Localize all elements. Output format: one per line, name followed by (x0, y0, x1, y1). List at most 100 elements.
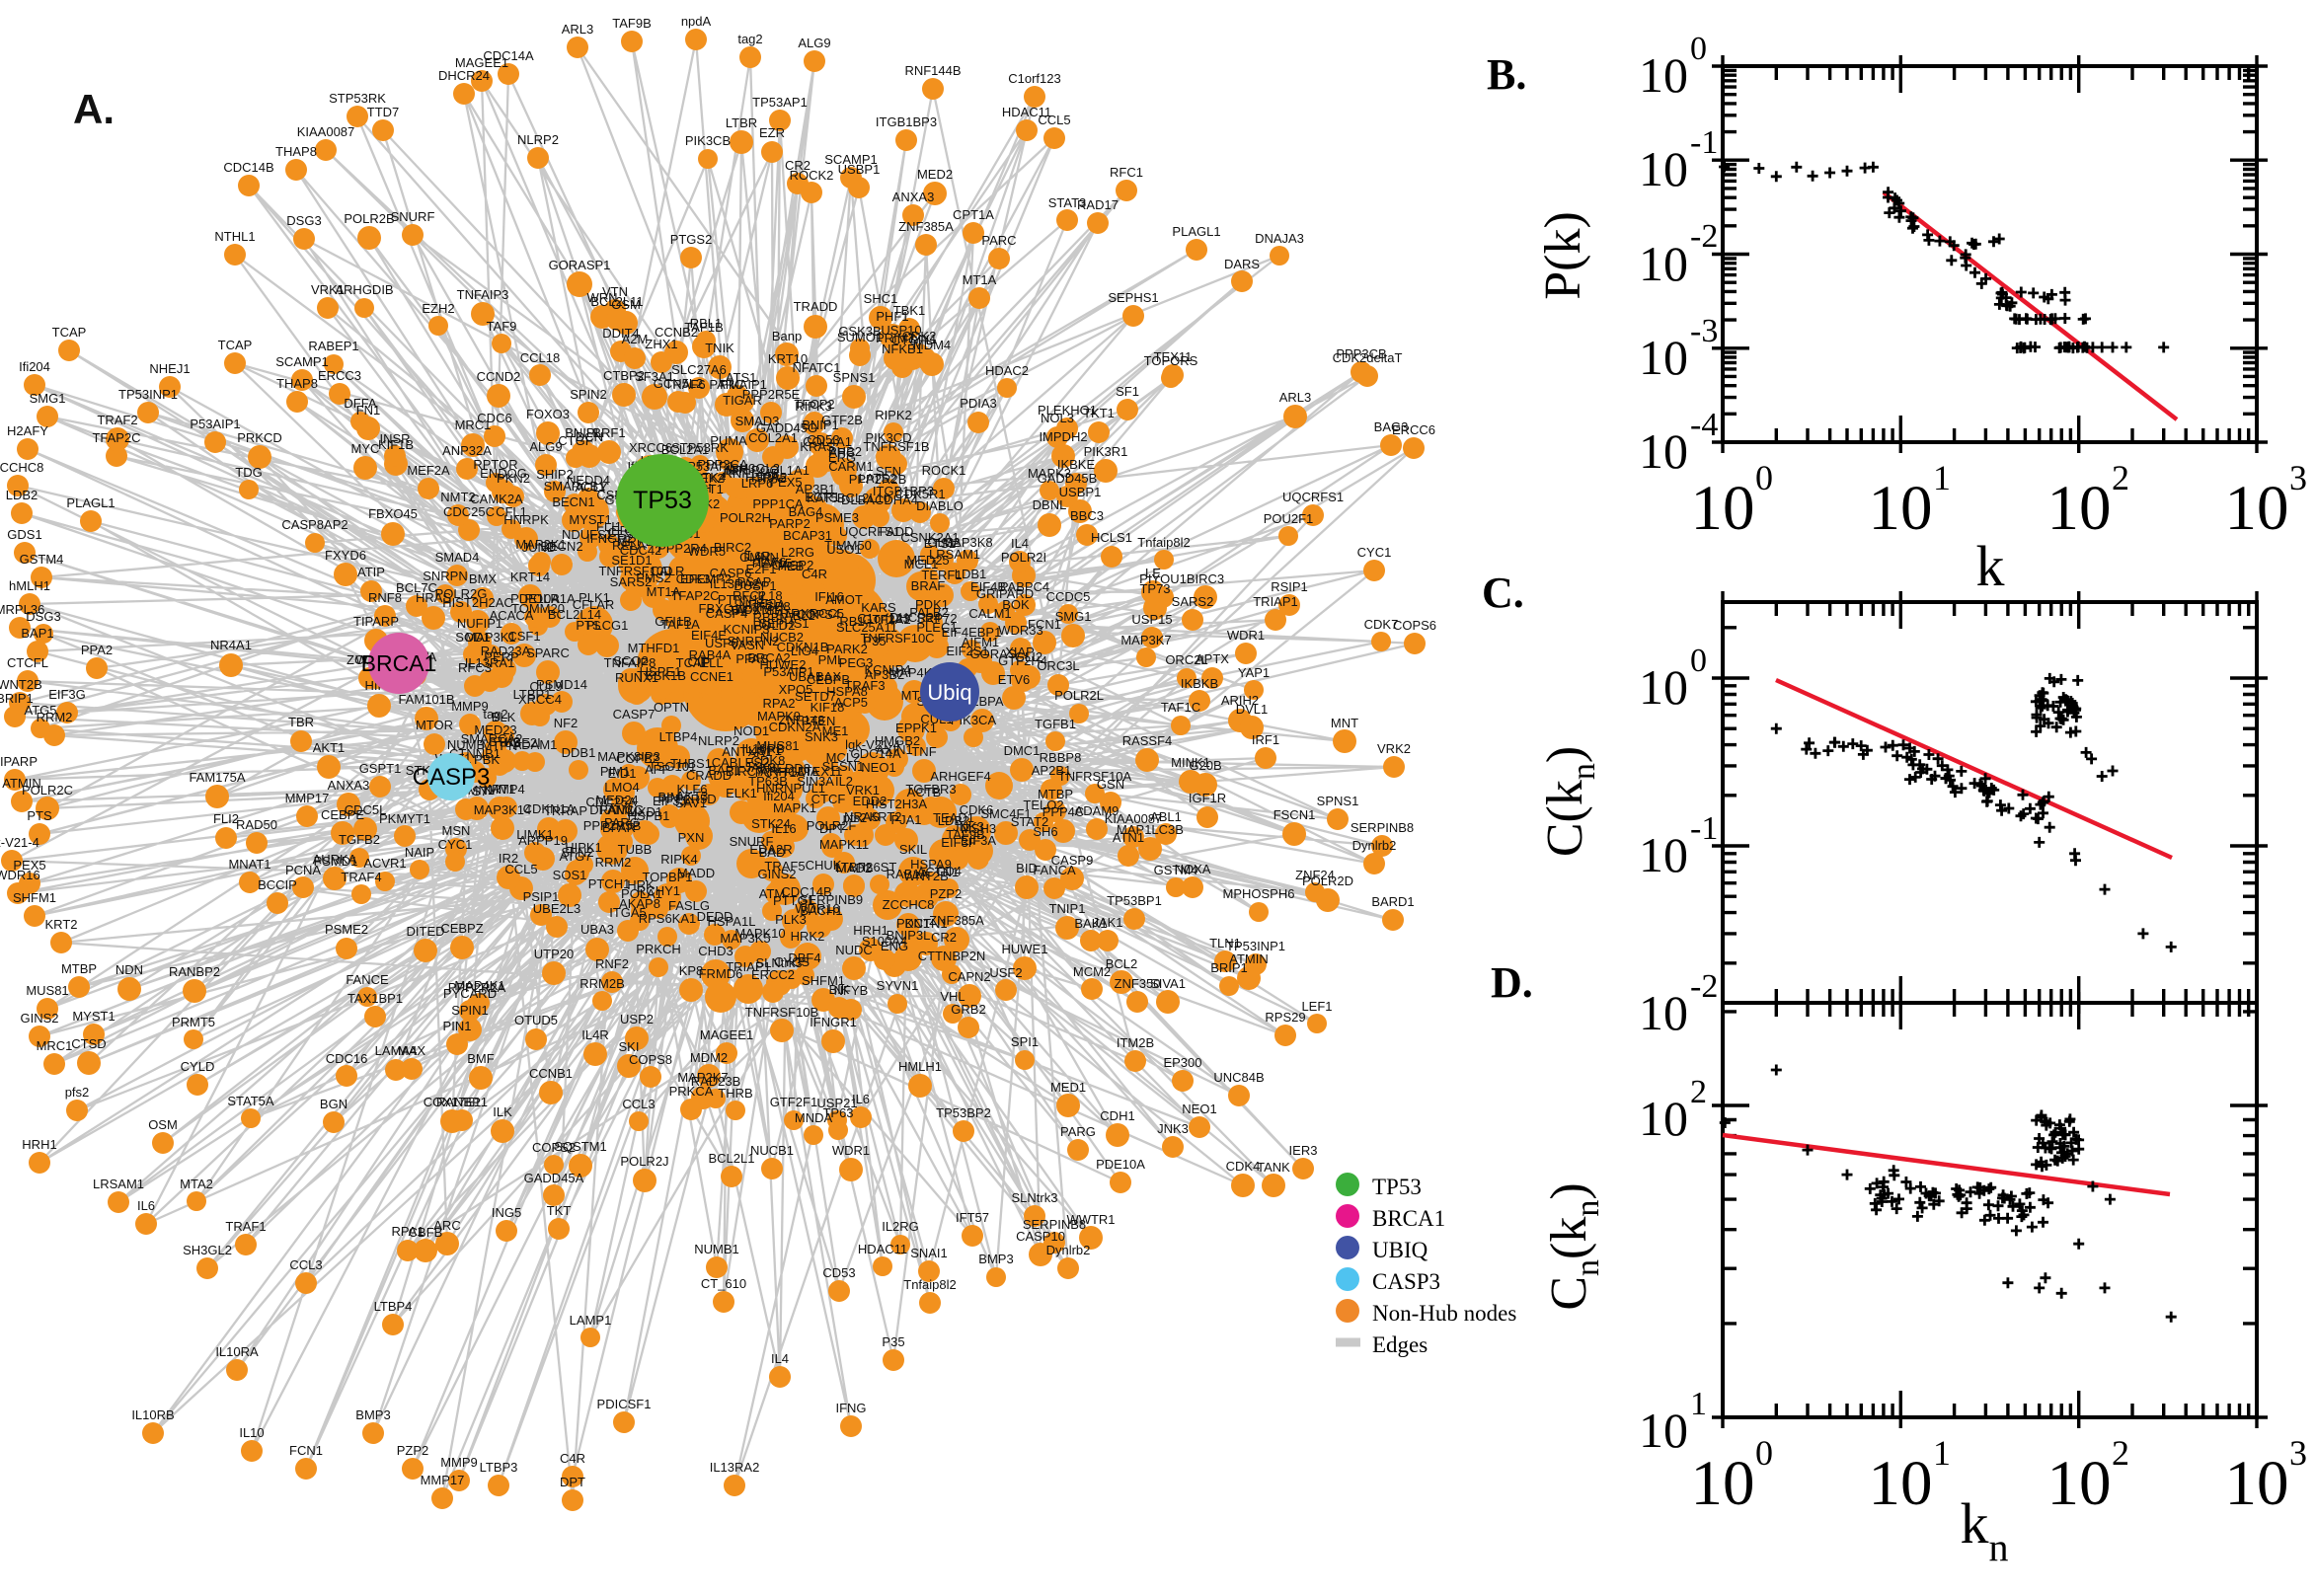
svg-text:PPP2R5D: PPP2R5D (657, 792, 716, 806)
svg-text:ZNF385A: ZNF385A (929, 913, 984, 928)
svg-text:CCL3: CCL3 (289, 1257, 322, 1272)
svg-text:TIPARP: TIPARP (353, 614, 399, 629)
svg-text:USBP1: USBP1 (838, 162, 881, 177)
svg-text:CYC1: CYC1 (438, 837, 473, 852)
svg-text:MT1A: MT1A (647, 584, 681, 599)
svg-text:TDG: TDG (235, 465, 262, 480)
svg-text:UBE2L3: UBE2L3 (533, 901, 580, 916)
svg-text:ACACA: ACACA (490, 608, 534, 623)
svg-text:RSIP1: RSIP1 (1271, 579, 1308, 594)
svg-text:SMG1: SMG1 (1055, 609, 1092, 624)
svg-text:PLAGL1: PLAGL1 (66, 495, 115, 510)
svg-text:AIFM1: AIFM1 (962, 635, 999, 649)
svg-text:XPO5: XPO5 (779, 682, 813, 697)
svg-text:MAPK3: MAPK3 (1028, 466, 1071, 481)
svg-text:PFAS: PFAS (735, 651, 769, 666)
svg-text:MMP17: MMP17 (285, 791, 330, 805)
svg-text:COL1A1: COL1A1 (760, 463, 810, 478)
svg-text:SMAD3: SMAD3 (735, 414, 780, 428)
svg-text:ABL2: ABL2 (784, 608, 815, 623)
svg-text:-2: -2 (1690, 968, 1718, 1005)
svg-text:IFNGR1: IFNGR1 (810, 1015, 857, 1029)
svg-text:MSN: MSN (442, 823, 471, 838)
svg-text:SQSTM1: SQSTM1 (554, 1139, 606, 1154)
svg-text:SERPINB8: SERPINB8 (1351, 820, 1414, 835)
svg-text:PIM1: PIM1 (600, 764, 630, 779)
svg-text:SH3GL2: SH3GL2 (183, 1243, 232, 1257)
svg-text:MNDA: MNDA (795, 1110, 833, 1125)
svg-text:RABEP1: RABEP1 (308, 339, 358, 353)
svg-text:LTBP3: LTBP3 (835, 860, 874, 874)
svg-text:GMNN: GMNN (739, 550, 779, 565)
svg-text:MTBP: MTBP (1038, 787, 1073, 801)
svg-text:IFNG: IFNG (835, 1401, 866, 1415)
svg-text:DLBACDHA4: DLBACDHA4 (841, 493, 918, 507)
svg-text:ZNF24: ZNF24 (1295, 868, 1335, 882)
svg-text:lgk-V21-4: lgk-V21-4 (845, 737, 900, 752)
svg-text:PRIM1: PRIM1 (876, 331, 915, 345)
svg-text:ATRIP: ATRIP (723, 463, 759, 478)
svg-text:CTBP2: CTBP2 (603, 368, 645, 383)
svg-text:PRKCD: PRKCD (237, 430, 282, 445)
svg-text:MAP1LC3B: MAP1LC3B (1117, 822, 1184, 837)
svg-text:PSMD14: PSMD14 (536, 677, 587, 692)
svg-text:LDB1: LDB1 (955, 567, 987, 581)
svg-text:IL6R: IL6R (743, 549, 770, 564)
svg-text:BCL2L1: BCL2L1 (709, 1151, 755, 1166)
svg-text:THBS1: THBS1 (670, 756, 712, 771)
svg-text:ERCC3: ERCC3 (318, 368, 361, 383)
svg-text:DBF4: DBF4 (788, 950, 820, 965)
svg-text:MRPL36: MRPL36 (0, 602, 44, 617)
svg-text:RANBP2: RANBP2 (169, 964, 220, 979)
svg-text:NUCB2: NUCB2 (760, 630, 804, 645)
svg-text:BNIPL: BNIPL (565, 425, 602, 440)
svg-text:C(kn): C(kn) (1537, 746, 1602, 857)
svg-text:RAD17: RAD17 (1077, 197, 1119, 212)
svg-text:2: 2 (2112, 1433, 2129, 1473)
svg-text:COPS8: COPS8 (629, 1052, 672, 1067)
svg-text:GORAS: GORAS (970, 646, 1017, 661)
svg-text:Dynlrb2: Dynlrb2 (1046, 1243, 1091, 1257)
svg-text:ATG7: ATG7 (560, 849, 592, 864)
svg-text:PABPC4: PABPC4 (1000, 579, 1049, 594)
svg-text:EIF3G: EIF3G (48, 687, 86, 702)
svg-text:CDK8: CDK8 (751, 753, 786, 768)
svg-text:HSPE1: HSPE1 (640, 664, 682, 679)
svg-text:STK24: STK24 (751, 816, 791, 831)
svg-text:ARL3: ARL3 (1279, 390, 1312, 405)
svg-text:TP53BP2: TP53BP2 (936, 1105, 991, 1120)
svg-text:SHFM1: SHFM1 (13, 890, 56, 905)
svg-text:HIST2H3A: HIST2H3A (866, 797, 927, 811)
svg-text:10: 10 (1639, 827, 1688, 882)
svg-text:ELK1: ELK1 (726, 786, 757, 800)
svg-text:BAX: BAX (815, 669, 841, 684)
svg-text:RIPK3: RIPK3 (795, 399, 832, 414)
svg-text:POLR2L: POLR2L (1054, 688, 1104, 703)
svg-text:BCL2L11: BCL2L11 (590, 294, 643, 309)
svg-text:TKT: TKT (547, 1203, 572, 1218)
svg-text:RAD50: RAD50 (236, 817, 277, 832)
svg-text:PIK3R1: PIK3R1 (1084, 444, 1128, 459)
svg-text:PTTG1: PTTG1 (773, 893, 814, 908)
svg-text:JUND: JUND (522, 540, 557, 555)
svg-text:FANCA: FANCA (1033, 863, 1076, 877)
svg-text:PHF1: PHF1 (876, 309, 908, 324)
svg-text:BIRC7: BIRC7 (726, 764, 763, 779)
svg-text:COL4A1: COL4A1 (803, 434, 852, 449)
svg-text:EIF3J: EIF3J (653, 794, 686, 808)
svg-text:SMC4F1: SMC4F1 (980, 806, 1031, 821)
svg-text:CDC5L: CDC5L (345, 802, 387, 817)
svg-text:SPNS1: SPNS1 (1317, 794, 1359, 808)
svg-text:KLF6: KLF6 (676, 782, 707, 797)
svg-text:TAF9: TAF9 (487, 319, 517, 334)
svg-text:RNF144B: RNF144B (723, 466, 779, 481)
svg-text:IL6ST: IL6ST (863, 860, 897, 874)
svg-text:ORC3L: ORC3L (1037, 658, 1079, 673)
svg-text:SOD1: SOD1 (455, 630, 490, 645)
svg-text:NAIP: NAIP (405, 845, 434, 860)
svg-text:MEF2A: MEF2A (407, 463, 450, 478)
svg-text:AURKA: AURKA (313, 852, 357, 867)
svg-text:MMP17: MMP17 (421, 1473, 465, 1487)
svg-text:EDA2R: EDA2R (749, 842, 792, 857)
svg-text:DMC1: DMC1 (1004, 743, 1041, 758)
